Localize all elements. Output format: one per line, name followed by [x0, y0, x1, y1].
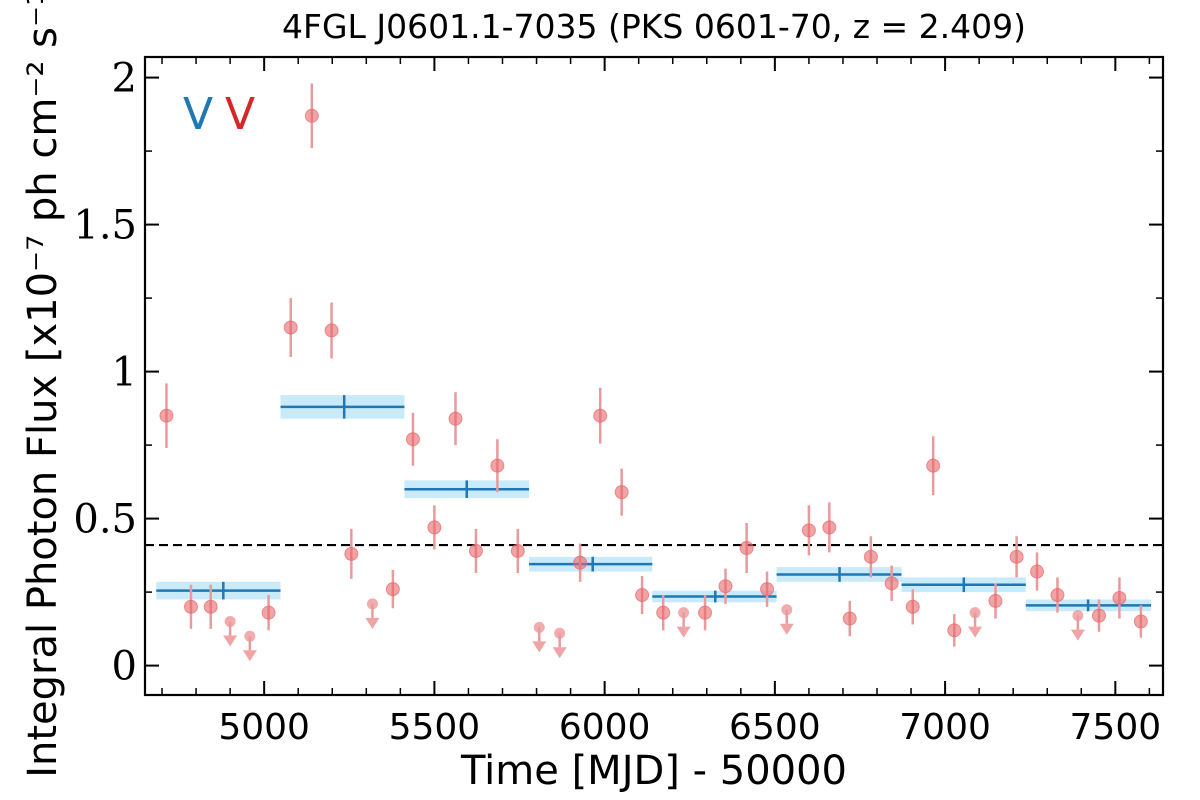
flux-point — [863, 549, 878, 564]
annotation-blue-v: V — [183, 89, 213, 140]
flux-point — [988, 593, 1003, 608]
flux-point — [905, 599, 920, 614]
flux-point — [1009, 549, 1024, 564]
upper-limit-arrow — [676, 626, 691, 638]
flux-point — [304, 108, 319, 123]
upper-limit-arrow — [223, 635, 238, 647]
upper-limit-arrow — [1070, 629, 1085, 641]
flux-point — [324, 323, 339, 338]
y-tick-label: 0 — [112, 644, 137, 690]
flux-point — [1030, 564, 1045, 579]
flux-point — [490, 458, 505, 473]
flux-point — [261, 605, 276, 620]
flux-point — [760, 582, 775, 597]
flux-point — [405, 432, 420, 447]
y-tick-label: 0.5 — [73, 497, 137, 543]
y-axis-label: Integral Photon Flux [x10⁻⁷ ph cm⁻² s⁻¹] — [20, 0, 66, 778]
x-tick-label: 6000 — [559, 707, 651, 748]
y-tick-label: 1.5 — [73, 203, 137, 249]
upper-limit-arrow — [365, 617, 380, 629]
flux-point — [510, 543, 525, 558]
flux-point — [698, 605, 713, 620]
flux-point — [842, 611, 857, 626]
upper-limit-arrow — [242, 650, 257, 662]
bin-bands-layer — [156, 395, 1152, 612]
flux-point — [183, 599, 198, 614]
upper-limits-layer — [223, 598, 1085, 662]
data-points-layer — [159, 83, 1148, 647]
flux-point — [1133, 614, 1148, 629]
flux-point — [159, 408, 174, 423]
y-tick-label: 1 — [112, 350, 137, 396]
flux-point — [635, 588, 650, 603]
flux-point — [427, 520, 442, 535]
flux-point — [468, 543, 483, 558]
flux-point — [656, 605, 671, 620]
upper-limit-arrow — [552, 647, 567, 659]
x-tick-label: 7500 — [1070, 707, 1162, 748]
upper-limit-arrow — [968, 626, 983, 638]
plot-frame — [143, 55, 1165, 697]
bin-lines-layer — [156, 395, 1152, 612]
flux-point — [926, 458, 941, 473]
flux-point — [801, 523, 816, 538]
flux-point — [283, 320, 298, 335]
flux-point — [718, 579, 733, 594]
annotation-red-v: V — [225, 89, 255, 140]
flux-point — [448, 411, 463, 426]
upper-limit-arrow — [779, 623, 794, 635]
flux-point — [614, 485, 629, 500]
flux-point — [203, 599, 218, 614]
flux-point — [884, 576, 899, 591]
flux-point — [593, 408, 608, 423]
upper-limit-arrow — [532, 641, 547, 653]
flux-point — [947, 623, 962, 638]
flux-point — [1091, 608, 1106, 623]
y-tick-label: 2 — [112, 56, 137, 102]
x-tick-label: 5500 — [389, 707, 481, 748]
tick-labels-layer: 5000 5500 6000 6500 7000 7500 0 0.5 1 1.5 2 — [73, 56, 1161, 748]
flux-point — [822, 520, 837, 535]
x-axis-label: Time [MJD] - 50000 — [460, 748, 847, 794]
x-tick-label: 5000 — [218, 707, 310, 748]
flux-point — [739, 540, 754, 555]
x-tick-label: 7000 — [899, 707, 991, 748]
flux-point — [344, 546, 359, 561]
flux-point — [1112, 590, 1127, 605]
flux-point — [1050, 588, 1065, 603]
flux-point — [385, 582, 400, 597]
x-tick-label: 6500 — [729, 707, 821, 748]
flux-point — [573, 555, 588, 570]
axis-ticks-layer — [145, 57, 1163, 695]
chart-title: 4FGL J0601.1-7035 (PKS 0601-70, z = 2.40… — [282, 7, 1026, 46]
